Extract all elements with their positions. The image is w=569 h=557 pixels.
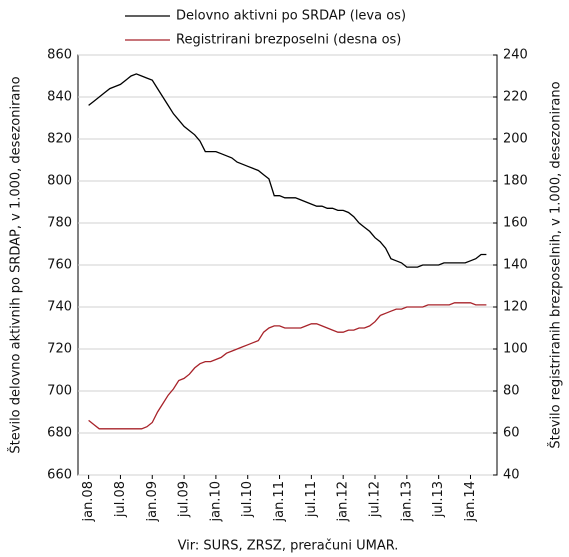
x-tick-label: jul.12 bbox=[368, 481, 383, 518]
series-line bbox=[88, 302, 487, 430]
x-tick-label: jul.10 bbox=[240, 481, 255, 518]
x-tick-label: jan.09 bbox=[145, 481, 160, 523]
x-tick-label: jan.08 bbox=[81, 481, 96, 523]
x-tick-label: jul.09 bbox=[177, 481, 192, 518]
y-tick-label: 760 bbox=[47, 258, 72, 273]
source-note: Vir: SURS, ZRSZ, preračuni UMAR. bbox=[178, 539, 399, 554]
y-tick-label: 840 bbox=[47, 90, 72, 105]
x-tick-label: jan.14 bbox=[463, 481, 478, 523]
y2-tick-label: 180 bbox=[503, 174, 528, 189]
y2-tick-label: 220 bbox=[503, 90, 528, 105]
x-tick-label: jul.08 bbox=[113, 481, 128, 518]
y2-axis-title: Število registriranih brezposelnih, v 1.… bbox=[548, 81, 564, 448]
legend-label: Delovno aktivni po SRDAP (leva os) bbox=[176, 9, 406, 24]
y2-tick-label: 160 bbox=[503, 216, 528, 231]
x-tick-label: jul.13 bbox=[431, 481, 446, 518]
legend-label: Registrirani brezposelni (desna os) bbox=[176, 33, 401, 48]
y-tick-label: 740 bbox=[47, 300, 72, 315]
y2-tick-label: 40 bbox=[503, 468, 520, 483]
x-tick-label: jan.11 bbox=[272, 481, 287, 523]
y2-tick-label: 100 bbox=[503, 342, 528, 357]
x-tick-label: jan.12 bbox=[336, 481, 351, 523]
y2-tick-label: 140 bbox=[503, 258, 528, 273]
y-tick-label: 660 bbox=[47, 468, 72, 483]
y-tick-label: 800 bbox=[47, 174, 72, 189]
y2-tick-label: 120 bbox=[503, 300, 528, 315]
y2-tick-label: 80 bbox=[503, 384, 520, 399]
y-tick-label: 700 bbox=[47, 384, 72, 399]
y2-tick-label: 200 bbox=[503, 132, 528, 147]
x-tick-label: jan.10 bbox=[208, 481, 223, 523]
y-tick-label: 860 bbox=[47, 48, 72, 63]
y-tick-label: 780 bbox=[47, 216, 72, 231]
x-tick-label: jan.13 bbox=[399, 481, 414, 523]
y-tick-label: 680 bbox=[47, 426, 72, 441]
x-tick-label: jul.11 bbox=[304, 481, 319, 518]
y2-tick-label: 240 bbox=[503, 48, 528, 63]
y2-tick-label: 60 bbox=[503, 426, 520, 441]
series-line bbox=[88, 73, 487, 268]
y-tick-label: 720 bbox=[47, 342, 72, 357]
y-tick-label: 820 bbox=[47, 132, 72, 147]
y-axis-title: Število delovno aktivnih po SRDAP, v 1.0… bbox=[8, 76, 24, 453]
